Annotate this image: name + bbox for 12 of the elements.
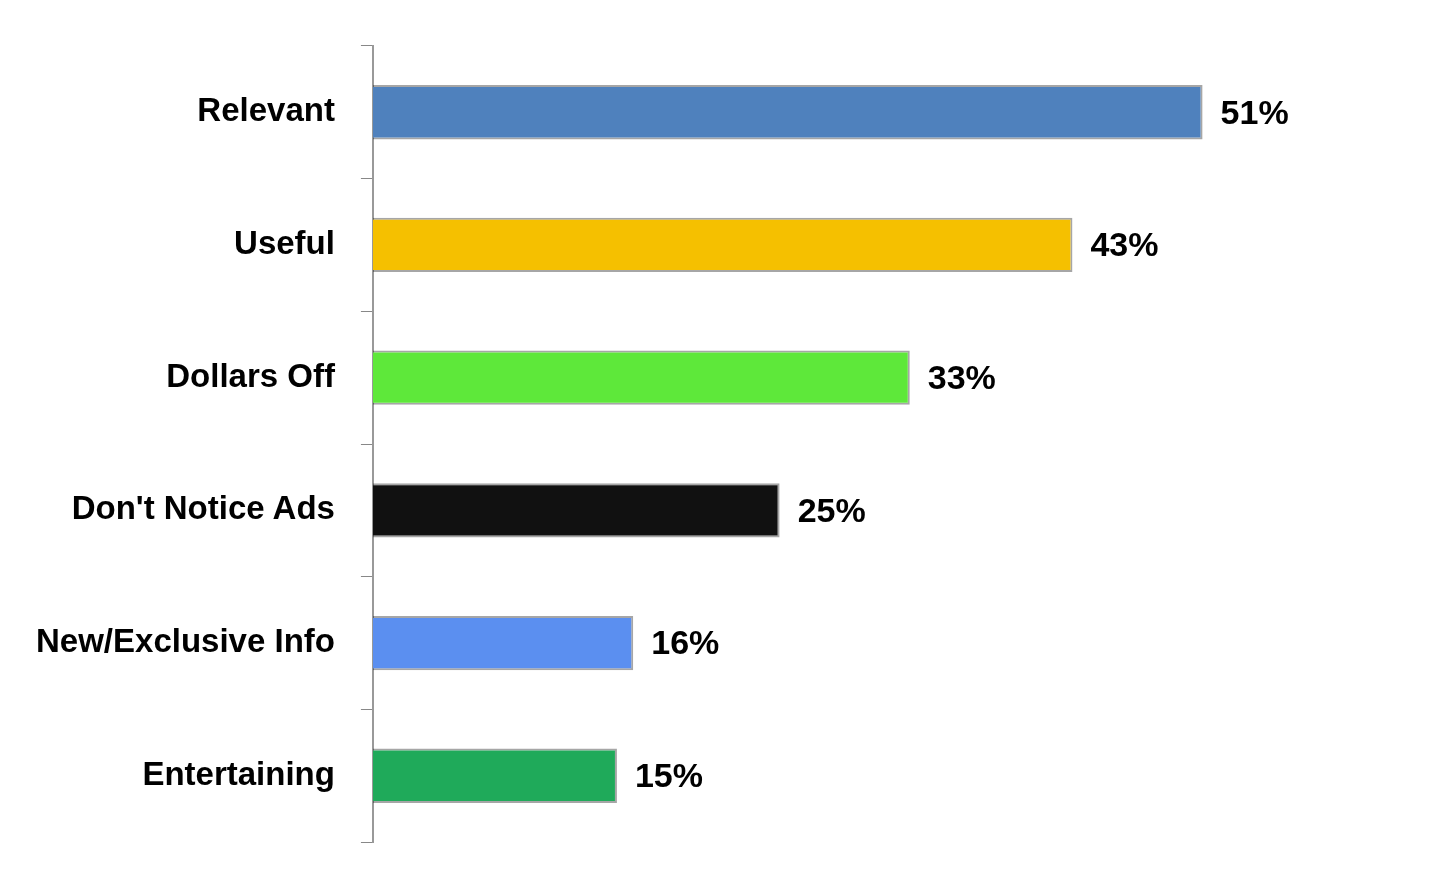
data-label: 16%: [651, 623, 720, 662]
data-label: 51%: [1220, 92, 1289, 131]
y-tick-label: Relevant: [197, 91, 335, 129]
y-tick-label: Entertaining: [142, 754, 335, 792]
y-tick-label: Useful: [234, 223, 335, 261]
data-label: 33%: [927, 358, 996, 397]
data-label: 15%: [634, 756, 704, 795]
data-label: 25%: [797, 490, 866, 529]
data-label: 43%: [1090, 225, 1159, 264]
y-tick-label: New/Exclusive Info: [36, 622, 335, 660]
y-tick-label: Don't Notice Ads: [71, 489, 335, 527]
y-tick-label: Dollars Off: [166, 356, 336, 394]
